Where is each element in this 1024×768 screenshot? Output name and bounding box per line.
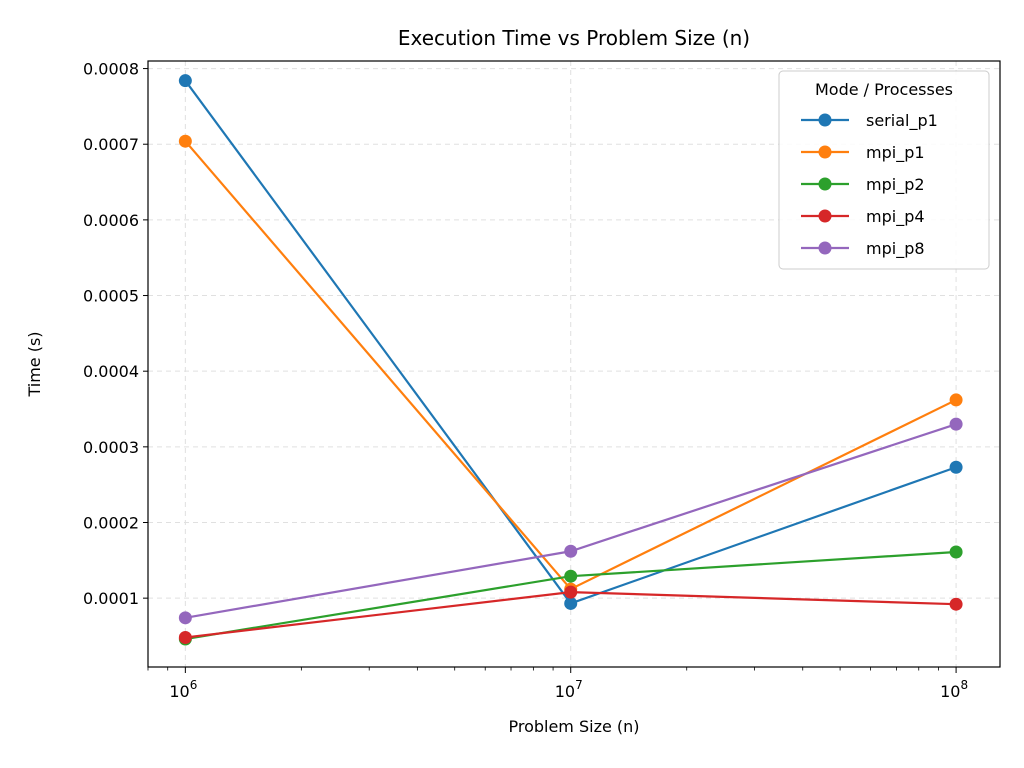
legend-item: mpi_p8	[801, 239, 925, 259]
data-point	[949, 545, 963, 559]
data-point	[178, 630, 192, 644]
data-point	[564, 596, 578, 610]
legend: Mode / Processes serial_p1 mpi_p1 mpi_p2mpi…	[778, 70, 990, 270]
x-tick-label: 106	[169, 678, 197, 701]
data-point	[949, 597, 963, 611]
data-point	[564, 569, 578, 583]
legend-label: mpi_p8	[866, 239, 925, 259]
data-point	[178, 611, 192, 625]
legend-label: mpi_p1	[866, 143, 925, 163]
series-mpi_p8	[178, 417, 963, 625]
y-tick-label: 0.0005	[83, 287, 139, 306]
legend-label: mpi_p4	[866, 207, 925, 227]
data-point	[949, 393, 963, 407]
legend-label: mpi_p2	[866, 175, 925, 195]
series-group	[178, 74, 963, 646]
y-tick-label: 0.0008	[83, 60, 139, 79]
data-point	[178, 74, 192, 88]
legend-marker	[818, 145, 832, 159]
axes: 0.0001 0.0002 0.0003 0.0004 0.0005 0.0006 0.00…	[83, 60, 1001, 701]
legend-marker	[818, 113, 832, 127]
y-axis-label: Time (s)	[25, 331, 44, 397]
x-axis-label: Problem Size (n)	[508, 717, 639, 736]
y-tick-label: 0.0002	[83, 513, 139, 532]
y-tick-label: 0.0004	[83, 362, 139, 381]
data-point	[564, 585, 578, 599]
plot-frame	[147, 60, 1001, 668]
chart-title: Execution Time vs Problem Size (n)	[398, 26, 750, 50]
data-point	[564, 544, 578, 558]
data-point	[949, 460, 963, 474]
y-tick-label: 0.0003	[83, 438, 139, 457]
legend-item: serial_p1	[801, 111, 938, 131]
y-tick-label: 0.0007	[83, 135, 139, 154]
legend-item: mpi_p2	[801, 175, 925, 195]
legend-marker	[818, 241, 832, 255]
legend-title: Mode / Processes	[815, 80, 953, 99]
legend-marker	[818, 177, 832, 191]
series-serial_p1	[178, 74, 963, 610]
legend-label: serial_p1	[866, 111, 938, 131]
legend-item: mpi_p1	[801, 143, 925, 163]
data-point	[949, 417, 963, 431]
x-tick-label: 107	[555, 678, 583, 701]
legend-item: mpi_p4	[801, 207, 925, 227]
y-tick-label: 0.0006	[83, 211, 139, 230]
data-point	[178, 134, 192, 148]
y-tick-label: 0.0001	[83, 589, 139, 608]
x-tick-label: 108	[940, 678, 968, 701]
series-mpi_p4	[178, 585, 963, 644]
legend-marker	[818, 209, 832, 223]
